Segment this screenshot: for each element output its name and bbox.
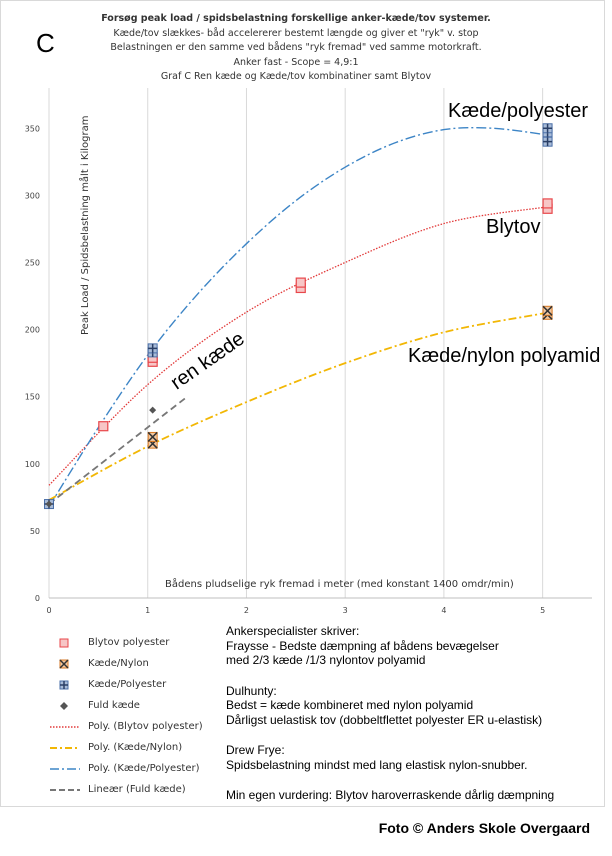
note-line: Fraysse - Bedste dæmpning af bådens bevæ…: [226, 638, 499, 653]
legend-label: Fuld kæde: [88, 700, 140, 711]
legend-label: Kæde/Nylon: [88, 658, 149, 669]
legend-square-marker-icon: [59, 638, 69, 648]
data-point-x-square: [542, 305, 553, 316]
note-line: Drew Frye:: [226, 743, 285, 757]
data-point-x-square: [147, 431, 158, 442]
note-line: Bedst = kæde kombineret med nylon polyam…: [226, 698, 474, 712]
x-tick-label: 4: [441, 606, 446, 615]
point-square: [98, 421, 109, 432]
annotation-blytov: Blytov: [486, 216, 541, 238]
title-line-1: Forsøg peak load / spidsbelastning forsk…: [101, 13, 491, 24]
note-line: med 2/3 kæde /1/3 nylontov polyamid: [226, 653, 426, 667]
trendline-line-r-fuld-k-de: [48, 395, 188, 505]
y-tick-label: 350: [25, 124, 40, 133]
point-square: [295, 277, 306, 288]
annotation-kaede-polyester: Kæde/polyester: [448, 100, 589, 122]
y-tick-label: 150: [25, 393, 40, 402]
legend-label: Poly. (Kæde/Polyester): [88, 763, 200, 774]
y-tick-label: 250: [25, 258, 40, 267]
x-tick-label: 5: [540, 606, 545, 615]
legend-dashed-line-icon: [50, 789, 80, 791]
data-point-plus-square: [542, 123, 553, 134]
chart-title: Forsøg peak load / spidsbelastning forsk…: [86, 12, 506, 85]
x-tick-label: 1: [145, 606, 150, 615]
y-tick-label: 50: [30, 527, 40, 536]
point-plus: [148, 343, 158, 353]
title-line-5: Graf C Ren kæde og Kæde/tov kombinatiner…: [160, 71, 432, 83]
photo-credit: Foto © Anders Skole Overgaard: [378, 820, 590, 836]
point-plus: [543, 137, 553, 147]
data-point-square: [295, 277, 306, 288]
point-plus: [543, 123, 553, 133]
note-line: Dårligst uelastisk tov (dobbeltflettet p…: [226, 712, 543, 727]
note-line: Spidsbelastning mindst med lang elastisk…: [226, 757, 528, 772]
note-line: Ankerspecialister skriver:: [226, 624, 360, 638]
data-point-diamond: [149, 406, 157, 414]
expert-notes: Ankerspecialister skriver: Fraysse - Bed…: [226, 624, 606, 803]
y-tick-label: 100: [25, 460, 40, 469]
legend-dashdot-line-icon: [50, 747, 80, 749]
point-diamond: [149, 406, 157, 414]
point-x: [147, 431, 158, 442]
x-tick-label: 0: [46, 606, 51, 615]
legend-plus-marker-icon: [59, 680, 69, 690]
data-point-diamond: [45, 500, 53, 508]
legend-label: Kæde/Polyester: [88, 679, 167, 690]
data-point-square: [98, 421, 109, 432]
point-x: [542, 305, 553, 316]
x-tick-label: 2: [244, 606, 249, 615]
x-axis-label: Bådens pludselige ryk fremad i meter (me…: [165, 577, 514, 590]
y-tick-label: 0: [35, 594, 40, 603]
legend-label: Poly. (Blytov polyester): [88, 721, 203, 732]
trendline-poly-blytov-polyester: [48, 205, 553, 486]
legend-dotted-line-icon: [50, 726, 80, 728]
trendline-poly-k-de-polyester: [48, 126, 548, 508]
title-line-2: Kæde/tov slækkes- båd accelererer bestem…: [113, 27, 479, 39]
note-line: Dulhunty:: [226, 683, 277, 698]
y-tick-label: 300: [25, 191, 40, 200]
legend-x-marker-icon: [59, 659, 69, 669]
legend-label: Lineær (Fuld kæde): [88, 784, 186, 795]
panel-letter: C: [36, 28, 55, 58]
legend-diamond-marker-icon: [60, 702, 68, 710]
data-point-plus-square: [147, 343, 158, 354]
y-axis-label: Peak Load / Spidsbelastning målt i Kilog…: [78, 116, 91, 335]
legend-label: Blytov polyester: [88, 637, 170, 648]
trendlines: [48, 126, 553, 508]
y-tick-label: 200: [25, 326, 40, 335]
x-tick-label: 3: [343, 606, 348, 615]
data-point-plus-square: [542, 136, 553, 147]
annotation-kaede-nylon: Kæde/nylon polyamid: [408, 345, 601, 367]
data-point-square: [542, 198, 553, 209]
legend-longdashdot-line-icon: [50, 768, 80, 770]
point-diamond: [45, 500, 53, 508]
title-line-3: Belastningen er den samme ved bådens "ry…: [110, 42, 482, 54]
title-line-4: Anker fast - Scope = 4,9:1: [233, 56, 359, 68]
data-points: [44, 123, 553, 510]
grid-lines: [48, 88, 544, 598]
point-square: [542, 198, 553, 209]
legend-label: Poly. (Kæde/Nylon): [88, 742, 183, 753]
note-line: Min egen vurdering: Blytov haroverrasken…: [226, 788, 555, 802]
